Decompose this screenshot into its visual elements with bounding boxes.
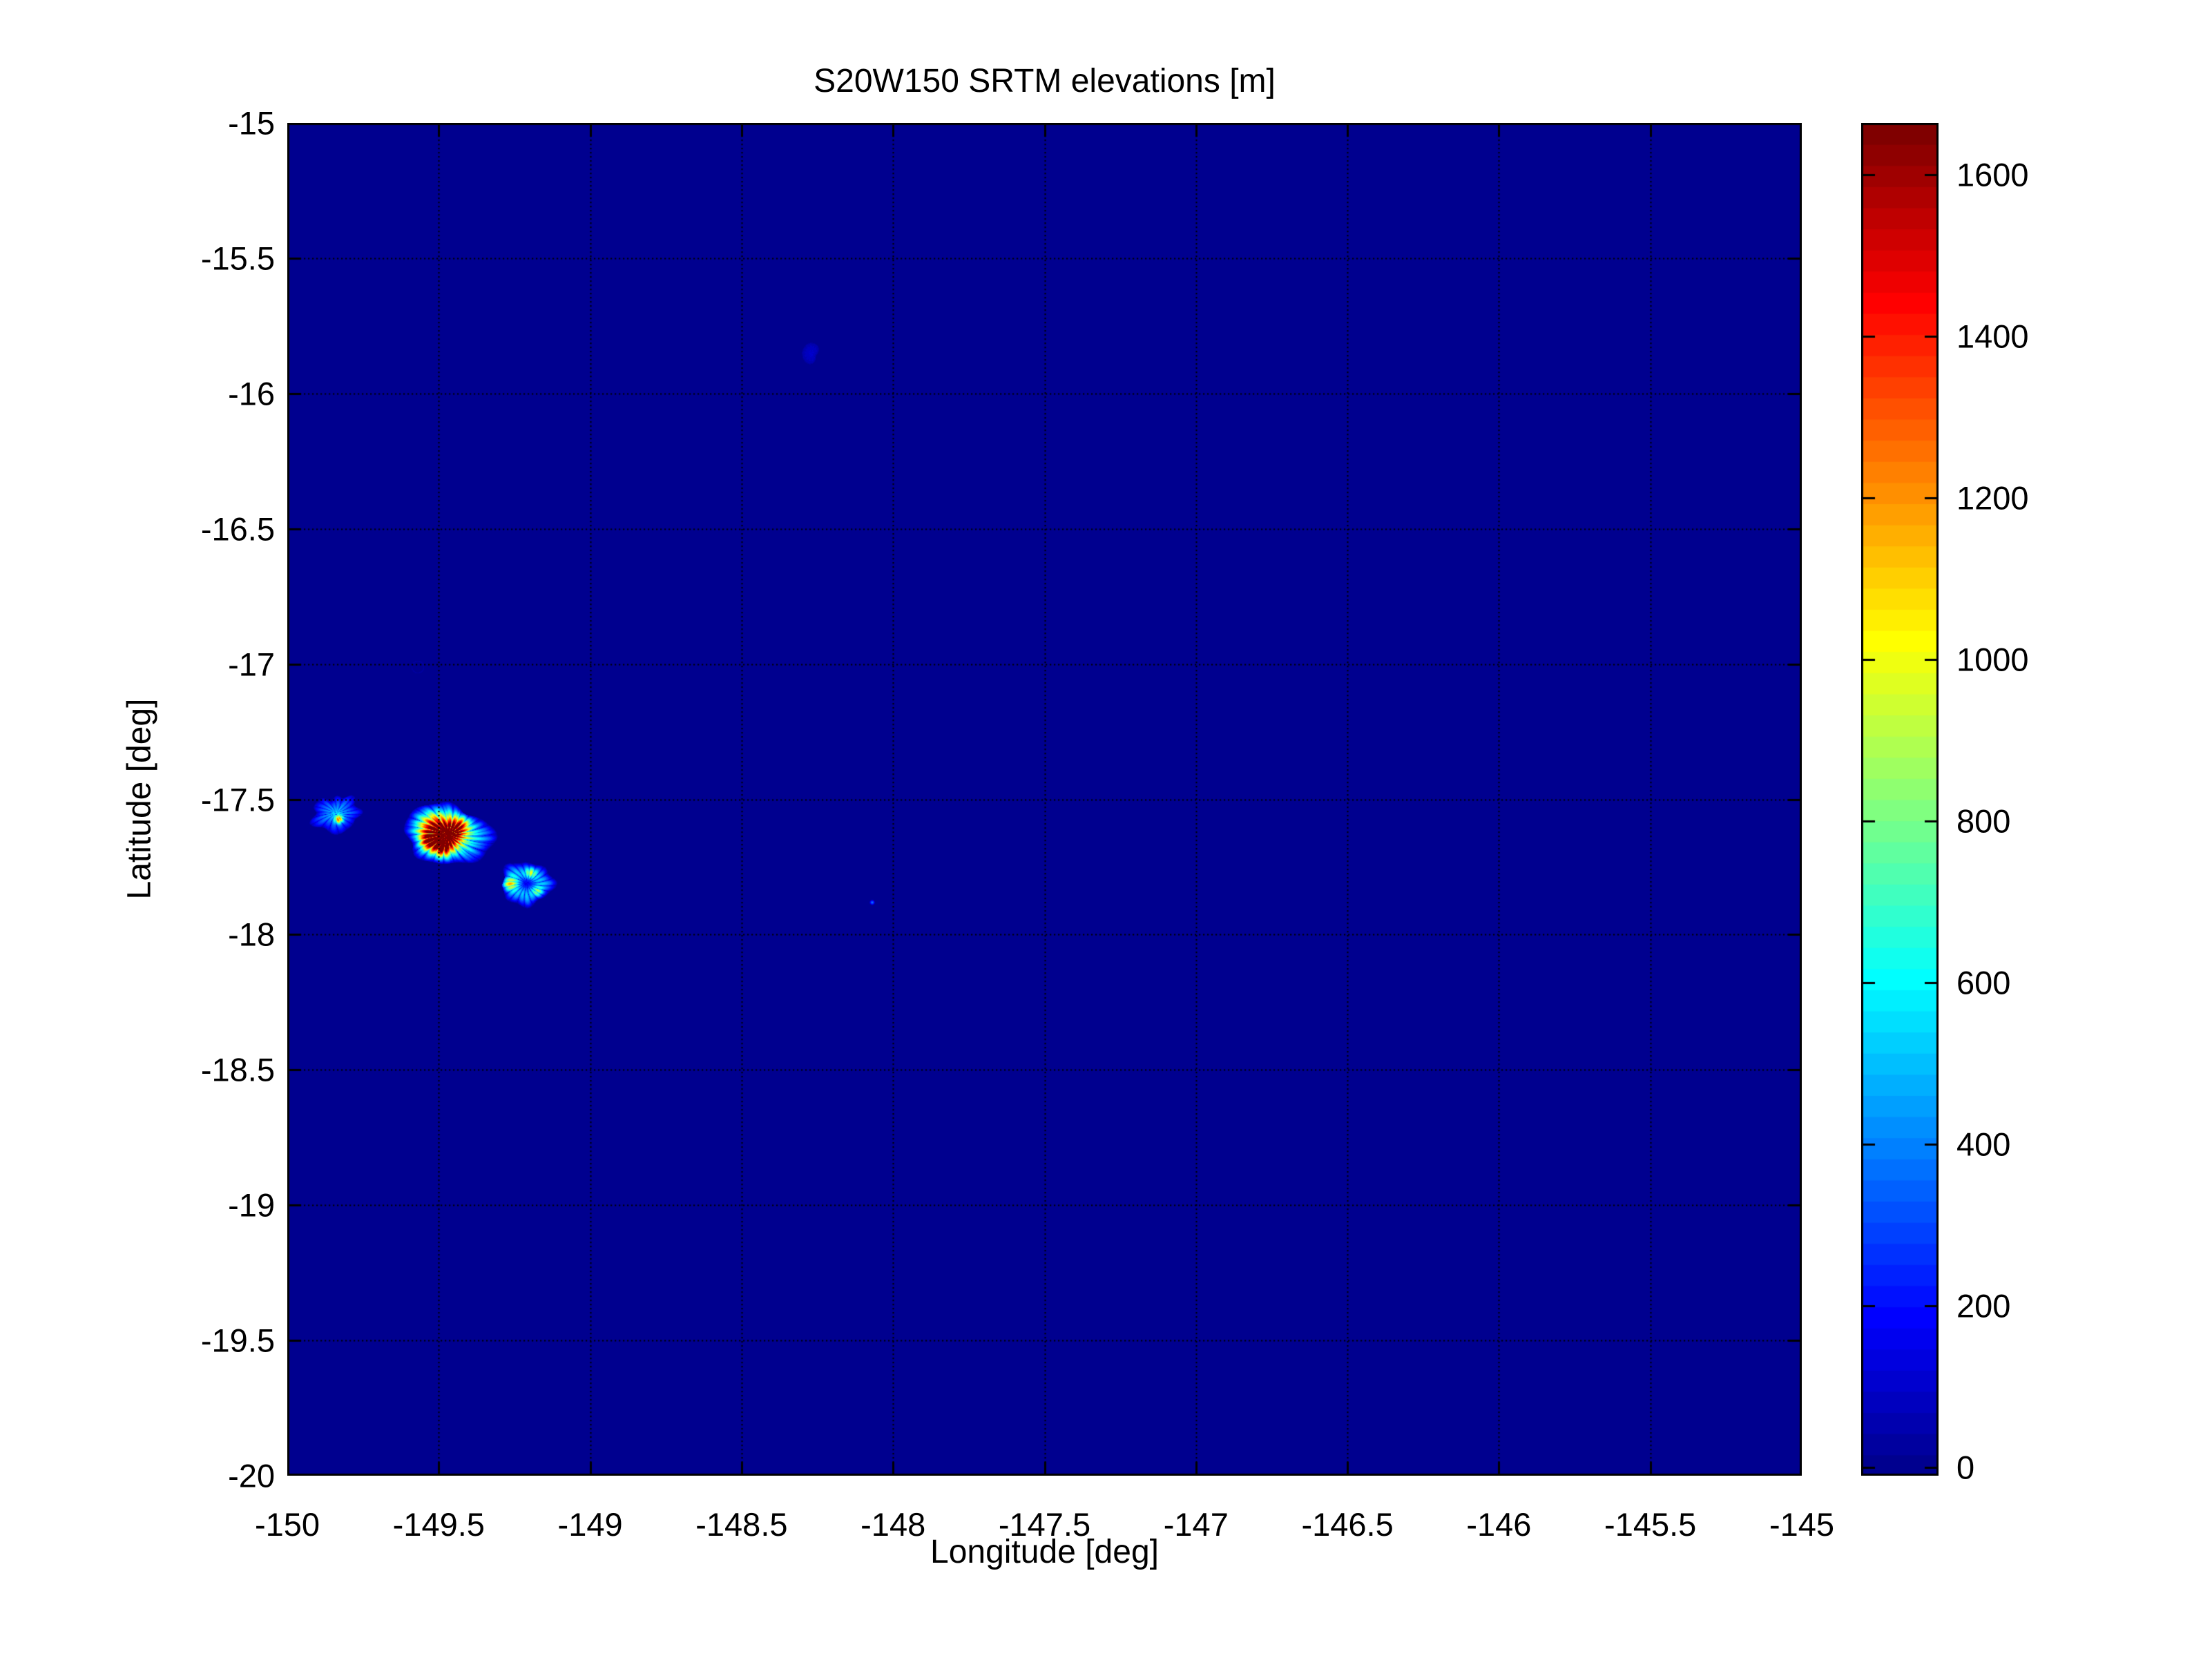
y-tick-label: -17.5 bbox=[200, 781, 275, 818]
y-axis-label: Latitude [deg] bbox=[121, 698, 158, 900]
x-tick-label: -150 bbox=[254, 1506, 320, 1543]
y-tick-label: -20 bbox=[228, 1457, 275, 1494]
y-tick-label: -19 bbox=[228, 1186, 275, 1224]
x-axis-label: Longitude [deg] bbox=[930, 1534, 1159, 1570]
y-tick-label: -15 bbox=[228, 104, 275, 142]
y-tick-label: -16.5 bbox=[200, 510, 275, 548]
y-tick-label: -17 bbox=[228, 646, 275, 683]
y-tick-label: -15.5 bbox=[200, 240, 275, 277]
colorbar-tick-label: 800 bbox=[1956, 802, 2011, 840]
colorbar-tick-label: 400 bbox=[1956, 1126, 2011, 1163]
x-tick-label: -148 bbox=[860, 1506, 926, 1543]
colorbar-tick-label: 600 bbox=[1956, 964, 2011, 1001]
x-tick-label: -147 bbox=[1163, 1506, 1229, 1543]
chart-title: S20W150 SRTM elevations [m] bbox=[814, 63, 1276, 99]
colorbar-tick-label: 1600 bbox=[1956, 156, 2029, 193]
y-tick-label: -16 bbox=[228, 375, 275, 412]
colorbar-canvas bbox=[1861, 123, 1939, 1476]
x-tick-label: -147.5 bbox=[998, 1506, 1091, 1543]
x-tick-label: -145 bbox=[1769, 1506, 1835, 1543]
colorbar-tick-label: 1000 bbox=[1956, 641, 2029, 678]
colorbar-tick-label: 1400 bbox=[1956, 318, 2029, 355]
x-tick-label: -149.5 bbox=[392, 1506, 485, 1543]
colorbar-tick-label: 0 bbox=[1956, 1449, 1975, 1486]
y-tick-label: -19.5 bbox=[200, 1322, 275, 1359]
x-tick-label: -148.5 bbox=[695, 1506, 788, 1543]
y-tick-label: -18.5 bbox=[200, 1051, 275, 1088]
y-tick-label: -18 bbox=[228, 916, 275, 953]
x-tick-label: -146 bbox=[1466, 1506, 1532, 1543]
x-tick-label: -149 bbox=[557, 1506, 623, 1543]
colorbar-tick-label: 1200 bbox=[1956, 479, 2029, 517]
heatmap-canvas bbox=[287, 123, 1802, 1476]
x-tick-label: -145.5 bbox=[1604, 1506, 1697, 1543]
colorbar-tick-label: 200 bbox=[1956, 1287, 2011, 1324]
x-tick-label: -146.5 bbox=[1301, 1506, 1394, 1543]
